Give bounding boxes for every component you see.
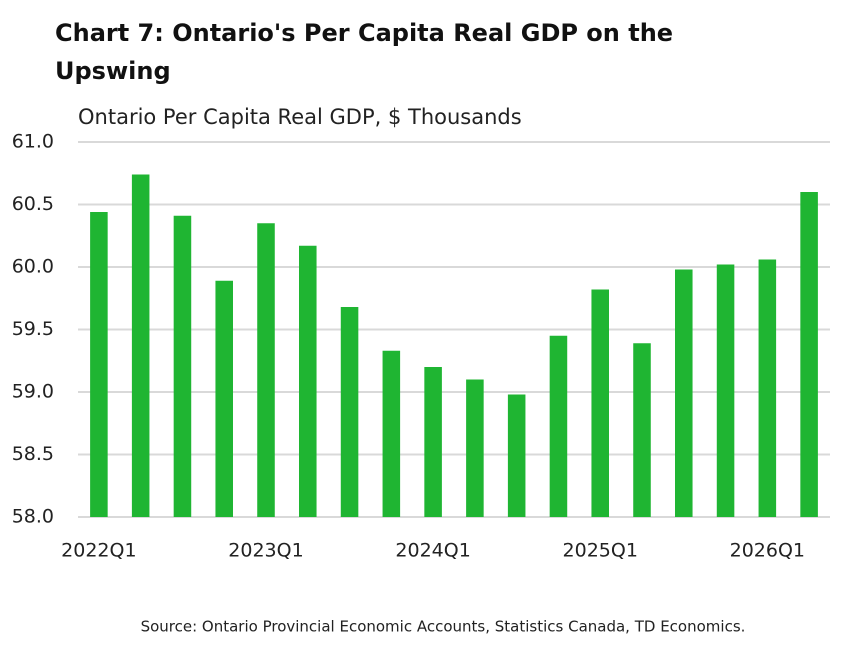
x-tick-label: 2023Q1 (228, 540, 303, 562)
x-tick-label: 2025Q1 (563, 540, 638, 562)
bar (90, 212, 108, 517)
y-tick-label: 61.0 (12, 131, 54, 153)
bar (800, 192, 818, 517)
x-tick-label: 2024Q1 (395, 540, 470, 562)
x-tick-label: 2026Q1 (730, 540, 805, 562)
bar (716, 264, 735, 517)
y-tick-label: 60.5 (12, 193, 54, 215)
bar (466, 379, 484, 517)
bar (424, 367, 442, 517)
bar (633, 343, 651, 517)
y-tick-label: 60.0 (12, 256, 54, 278)
y-tick-label: 58.5 (12, 443, 54, 465)
chart-subtitle: Ontario Per Capita Real GDP, $ Thousands (78, 105, 522, 129)
y-tick-label: 59.5 (12, 318, 54, 340)
bar (758, 259, 777, 517)
bar (257, 223, 275, 517)
bar (215, 280, 233, 517)
source-note: Source: Ontario Provincial Economic Acco… (141, 618, 746, 636)
bar (131, 174, 150, 517)
bar (299, 245, 317, 517)
y-tick-label: 59.0 (12, 381, 54, 403)
bar (549, 335, 568, 517)
bar (507, 394, 526, 517)
bar (340, 307, 359, 517)
bar (591, 289, 609, 517)
y-tick-label: 58.0 (12, 506, 54, 528)
x-tick-label: 2022Q1 (61, 540, 136, 562)
chart-title: Chart 7: Ontario's Per Capita Real GDP o… (55, 19, 674, 85)
bar (675, 269, 693, 517)
bar (382, 350, 401, 517)
bar (173, 215, 192, 517)
